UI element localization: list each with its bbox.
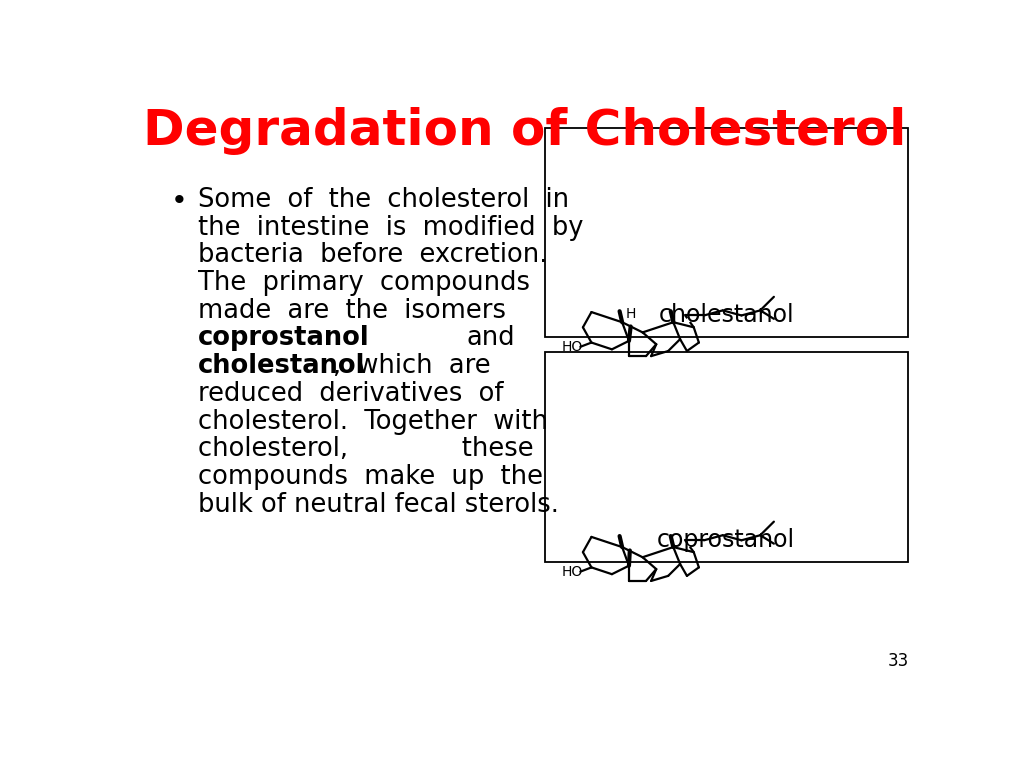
Text: bulk of neutral fecal sterols.: bulk of neutral fecal sterols. xyxy=(198,492,559,518)
Text: made  are  the  isomers: made are the isomers xyxy=(198,298,506,324)
Text: coprostanol: coprostanol xyxy=(657,528,796,552)
Text: bacteria  before  excretion.: bacteria before excretion. xyxy=(198,243,547,268)
Text: H: H xyxy=(626,307,636,321)
Text: Degradation of Cholesterol: Degradation of Cholesterol xyxy=(143,107,906,154)
Text: 33: 33 xyxy=(888,652,909,670)
Text: cholesterol,              these: cholesterol, these xyxy=(198,436,534,462)
Text: HO: HO xyxy=(562,564,584,578)
Text: and: and xyxy=(467,326,515,352)
Text: HO: HO xyxy=(562,339,584,354)
Text: the  intestine  is  modified  by: the intestine is modified by xyxy=(198,214,584,240)
Text: •: • xyxy=(171,187,187,215)
Text: cholesterol.  Together  with: cholesterol. Together with xyxy=(198,409,548,435)
Text: The  primary  compounds: The primary compounds xyxy=(198,270,529,296)
Text: cholestanol: cholestanol xyxy=(658,303,795,327)
Bar xyxy=(545,353,907,562)
Text: cholestanol: cholestanol xyxy=(198,353,366,379)
Text: ,  which  are: , which are xyxy=(334,353,490,379)
Text: coprostanol: coprostanol xyxy=(198,326,370,352)
Text: reduced  derivatives  of: reduced derivatives of xyxy=(198,381,503,407)
Text: Some  of  the  cholesterol  in: Some of the cholesterol in xyxy=(198,187,569,213)
Bar xyxy=(545,127,907,337)
Text: compounds  make  up  the: compounds make up the xyxy=(198,464,543,490)
